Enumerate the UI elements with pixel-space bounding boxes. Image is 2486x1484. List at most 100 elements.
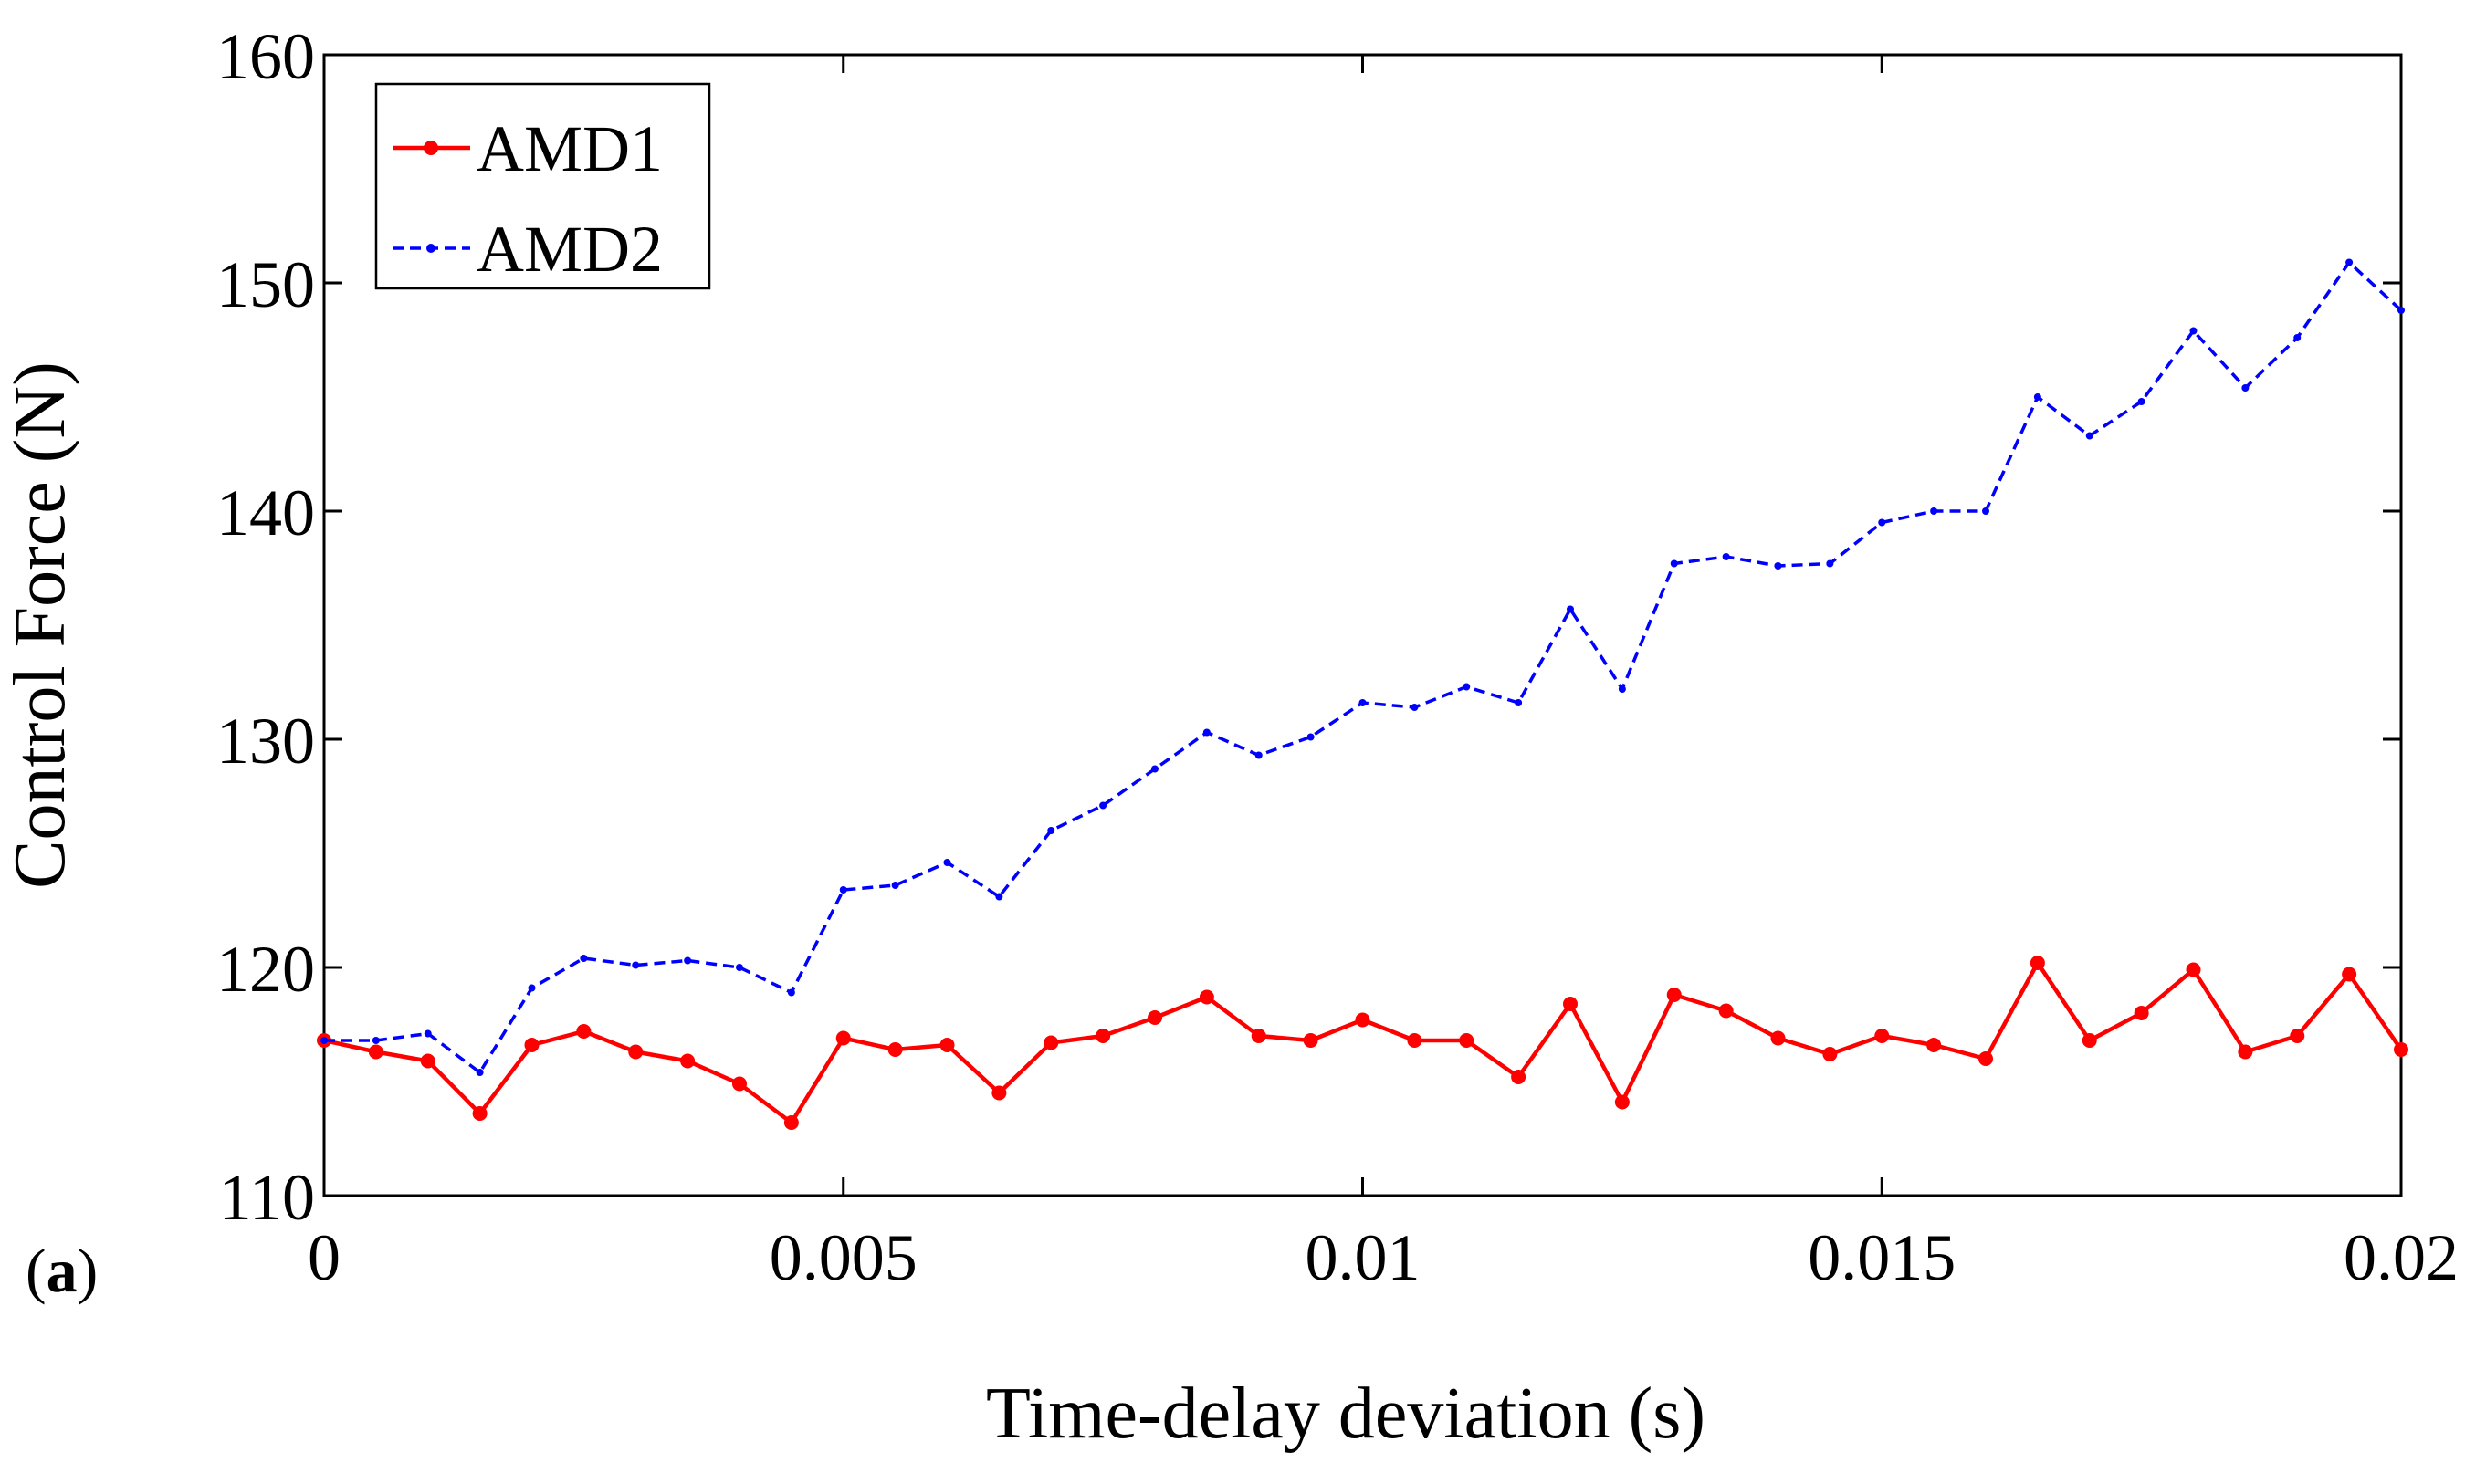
data-point-amd2	[1463, 683, 1471, 691]
data-point-amd1	[1874, 1029, 1890, 1043]
data-point-amd2	[943, 859, 951, 866]
data-point-amd2	[1411, 704, 1419, 711]
data-point-amd1	[1355, 1012, 1370, 1028]
legend-entries: AMD1 AMD2	[393, 112, 663, 286]
y-tick-label: 120	[216, 933, 315, 1006]
data-point-amd2	[736, 964, 743, 971]
data-point-amd2	[839, 886, 847, 894]
data-point-amd1	[1822, 1047, 1838, 1061]
legend-label-amd1: AMD1	[477, 112, 663, 185]
data-point-amd1	[1511, 1070, 1526, 1084]
data-point-amd2	[2345, 258, 2354, 266]
data-point-amd2	[684, 956, 692, 965]
data-point-amd2	[372, 1037, 380, 1044]
data-point-amd1	[472, 1106, 488, 1121]
data-point-amd2	[787, 988, 795, 997]
data-point-amd1	[1096, 1029, 1111, 1043]
data-point-amd1	[2030, 956, 2045, 970]
data-point-amd1	[1666, 988, 1682, 1002]
data-point-amd2	[1567, 605, 1574, 613]
panel-label-open: (	[26, 1236, 47, 1305]
data-point-amd1	[1148, 1010, 1162, 1025]
data-point-amd1	[1718, 1003, 1734, 1019]
data-point-amd2	[476, 1069, 484, 1076]
data-point-amd2	[2293, 334, 2302, 341]
data-point-amd1	[420, 1053, 435, 1069]
data-point-amd1	[1563, 997, 1578, 1011]
data-point-amd2	[891, 882, 899, 889]
data-point-amd1	[1614, 1094, 1630, 1110]
data-point-amd2	[1982, 507, 1989, 515]
data-point-amd2	[580, 955, 588, 962]
data-point-amd2	[1202, 728, 1211, 737]
x-axis-title: Time-delay deviation (s)	[986, 1374, 1705, 1454]
data-point-amd2	[2241, 384, 2250, 392]
panel-label-close: )	[78, 1236, 99, 1305]
y-tick-label: 150	[216, 248, 315, 321]
legend-box	[374, 82, 711, 290]
x-tick-label: 0	[308, 1221, 341, 1294]
legend-marker-amd2	[426, 244, 435, 253]
data-point-amd2	[632, 961, 640, 969]
data-point-amd2	[1306, 733, 1315, 741]
data-point-amd1	[783, 1115, 799, 1130]
data-point-amd1	[1044, 1035, 1059, 1050]
data-point-amd1	[1978, 1051, 1993, 1066]
data-point-amd1	[2134, 1006, 2149, 1020]
y-tick-label: 110	[219, 1161, 315, 1234]
x-axis-ticks: 0 0.005 0.01 0.015 0.02	[308, 55, 2459, 1294]
data-point-amd2	[2189, 327, 2198, 335]
data-point-amd2	[1774, 562, 1782, 570]
data-point-amd1	[1926, 1038, 1942, 1052]
data-point-amd2	[1670, 559, 1678, 568]
data-point-amd2	[1358, 699, 1367, 706]
data-point-amd1	[524, 1038, 540, 1052]
panel-label: (a)	[26, 1236, 98, 1305]
data-point-amd1	[576, 1024, 592, 1039]
data-point-amd1	[1407, 1033, 1422, 1048]
y-tick-label: 140	[216, 476, 315, 549]
data-point-amd2	[2137, 398, 2145, 405]
data-point-amd1	[1251, 1029, 1266, 1043]
data-point-amd1	[1770, 1030, 1786, 1046]
data-point-amd1	[2394, 1042, 2408, 1057]
data-point-amd1	[1459, 1033, 1474, 1048]
data-point-amd2	[1151, 765, 1159, 773]
series-layer	[317, 258, 2408, 1130]
data-point-amd2	[1515, 699, 1523, 706]
data-point-amd1	[368, 1044, 383, 1060]
y-axis-title: Control Force (N)	[0, 361, 80, 889]
data-point-amd2	[995, 893, 1003, 901]
data-point-amd2	[1047, 827, 1055, 834]
data-point-amd1	[1199, 989, 1214, 1005]
data-point-amd1	[628, 1044, 644, 1060]
data-point-amd2	[424, 1029, 432, 1038]
data-point-amd1	[680, 1053, 696, 1069]
data-point-amd1	[887, 1042, 903, 1057]
data-point-amd1	[732, 1076, 747, 1092]
data-point-amd1	[2186, 962, 2201, 977]
data-point-amd1	[835, 1030, 851, 1046]
data-point-amd2	[2397, 307, 2405, 314]
x-tick-label: 0.005	[770, 1221, 918, 1294]
data-point-amd2	[1722, 553, 1730, 560]
data-point-amd2	[2085, 432, 2093, 440]
data-point-amd2	[2033, 393, 2041, 401]
data-point-amd1	[2082, 1033, 2097, 1048]
x-tick-label: 0.015	[1808, 1221, 1956, 1294]
x-tick-label: 0.02	[2344, 1221, 2459, 1294]
data-point-amd2	[1099, 801, 1107, 810]
data-point-amd1	[2342, 967, 2357, 982]
legend-label-amd2: AMD2	[477, 213, 663, 286]
panel-label-letter: a	[47, 1236, 78, 1305]
data-point-amd2	[1618, 685, 1626, 693]
data-point-amd1	[1303, 1033, 1318, 1048]
data-point-amd1	[991, 1085, 1007, 1101]
legend: AMD1 AMD2	[374, 82, 711, 290]
data-point-amd2	[1254, 751, 1263, 759]
x-tick-label: 0.01	[1306, 1221, 1421, 1294]
y-tick-label: 130	[216, 705, 315, 778]
legend-marker-amd1	[424, 141, 438, 155]
data-point-amd2	[1930, 507, 1938, 515]
